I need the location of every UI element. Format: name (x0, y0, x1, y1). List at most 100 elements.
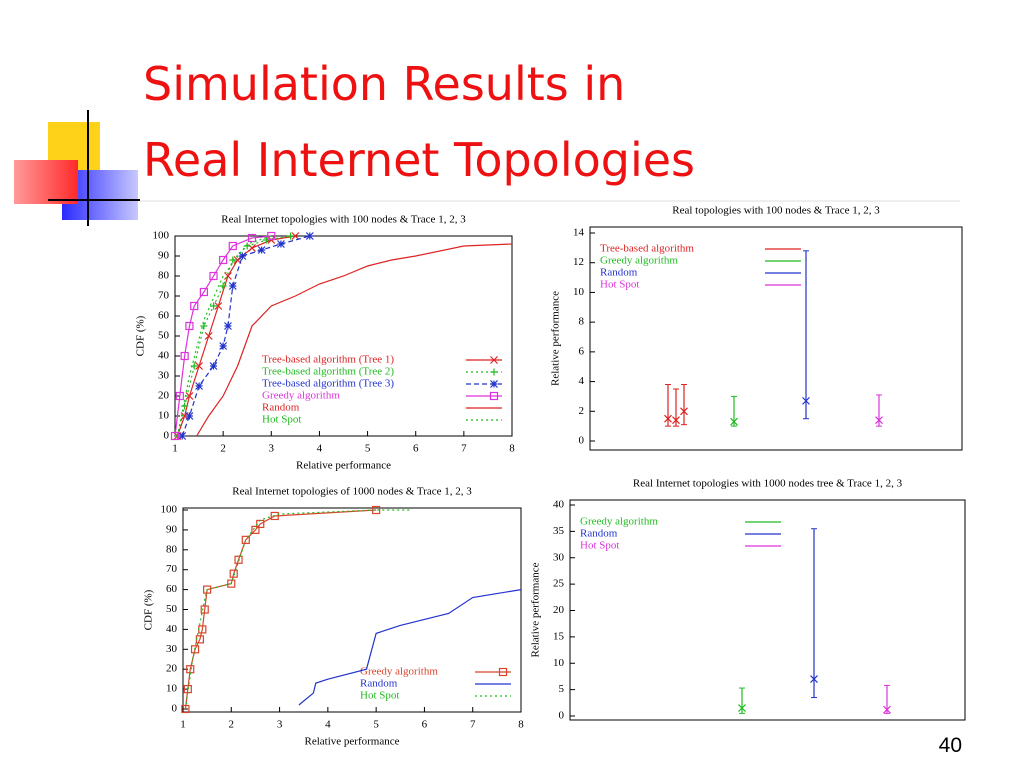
chart: Real Internet topologies with 1000 nodes… (530, 478, 966, 722)
legend-label: Greedy algorithm (262, 390, 340, 402)
plot-frame (589, 226, 963, 451)
y-tick-label: 10 (553, 657, 565, 669)
y-axis-label: CDF (%) (143, 589, 155, 630)
series-line (298, 589, 522, 706)
chart-title: Real Internet topologies with 100 nodes … (221, 214, 466, 226)
y-tick-label: 70 (158, 290, 170, 302)
y-tick-label: 30 (166, 643, 178, 655)
y-axis-label: Relative performance (550, 291, 562, 386)
y-tick-label: 15 (553, 630, 565, 642)
legend-label: Greedy algorithm (360, 666, 438, 678)
y-tick-label: 100 (161, 504, 178, 516)
chart-title: Real Internet topologies of 1000 nodes &… (232, 486, 472, 498)
series-line (176, 235, 291, 437)
marker (210, 302, 218, 310)
marker (224, 322, 232, 330)
marker (219, 282, 227, 290)
x-tick-label: 7 (461, 443, 467, 455)
y-tick-label: 2 (579, 405, 585, 417)
x-tick-label: 4 (325, 719, 331, 731)
series-line (196, 243, 513, 437)
marker (195, 362, 203, 370)
marker (209, 362, 218, 370)
marker (490, 368, 498, 376)
marker (185, 321, 194, 331)
marker (185, 392, 194, 400)
marker (498, 667, 508, 677)
chart: Real topologies with 100 nodes & Trace 1… (550, 205, 963, 451)
y-tick-label: 90 (166, 523, 178, 535)
marker (875, 416, 883, 425)
y-tick-label: 4 (579, 375, 585, 387)
x-axis-label: Relative performance (296, 460, 391, 472)
marker (490, 356, 498, 364)
marker (219, 255, 228, 265)
marker (199, 287, 208, 297)
marker (251, 525, 260, 535)
marker (257, 246, 266, 254)
y-tick-label: 25 (553, 578, 565, 590)
marker (270, 511, 279, 521)
marker (247, 233, 257, 243)
marker (489, 391, 499, 401)
marker (243, 242, 251, 250)
series-line (174, 235, 272, 437)
legend-label: Tree-based algorithm (Tree 1) (262, 354, 394, 366)
x-tick-label: 1 (180, 719, 186, 731)
marker (181, 402, 189, 410)
series-line (176, 235, 272, 437)
x-tick-label: 6 (413, 443, 419, 455)
marker (228, 241, 237, 251)
y-tick-label: 10 (573, 286, 585, 298)
y-tick-label: 0 (172, 703, 178, 715)
y-axis-label: CDF (%) (135, 315, 147, 356)
marker (190, 645, 200, 654)
marker (200, 322, 208, 330)
x-tick-label: 8 (518, 719, 524, 731)
x-tick-label: 5 (373, 719, 379, 731)
legend-label: Hot Spot (580, 540, 619, 552)
marker (229, 569, 238, 578)
slide-title: Real Internet Topologies (143, 133, 695, 187)
legend-label: Hot Spot (600, 279, 639, 291)
marker (229, 256, 237, 264)
marker (490, 380, 498, 388)
y-tick-label: 80 (158, 270, 170, 282)
slide-title: Simulation Results in (143, 57, 625, 111)
y-tick-label: 30 (158, 370, 170, 382)
marker (227, 579, 236, 588)
y-tick-label: 90 (158, 250, 170, 262)
marker (241, 535, 250, 544)
y-tick-label: 10 (166, 683, 178, 695)
marker (195, 382, 203, 390)
y-tick-label: 8 (579, 316, 585, 328)
chart: Real Internet topologies of 1000 nodes &… (143, 486, 525, 748)
x-tick-label: 2 (220, 443, 226, 455)
y-tick-label: 60 (166, 583, 178, 595)
x-tick-label: 5 (365, 443, 371, 455)
marker (810, 675, 818, 683)
y-tick-label: 40 (158, 350, 170, 362)
x-tick-label: 3 (269, 443, 275, 455)
legend-label: Tree-based algorithm (Tree 2) (262, 366, 394, 378)
legend-label: Hot Spot (262, 414, 301, 426)
y-tick-label: 20 (158, 390, 170, 402)
x-tick-label: 4 (317, 443, 323, 455)
y-tick-label: 35 (553, 525, 565, 537)
legend-label: Random (600, 267, 638, 279)
plot-frame (174, 235, 513, 437)
marker (228, 282, 237, 290)
y-tick-label: 12 (573, 256, 584, 268)
marker (883, 705, 891, 714)
y-tick-label: 100 (153, 230, 170, 242)
y-axis-label: Relative performance (530, 562, 542, 657)
marker (200, 605, 209, 614)
y-tick-label: 60 (158, 310, 170, 322)
marker (738, 704, 746, 713)
legend-label: Tree-based algorithm (600, 243, 694, 255)
y-tick-label: 40 (553, 499, 565, 511)
decoration (14, 110, 960, 226)
marker (730, 417, 738, 426)
plot-frame (569, 499, 966, 721)
y-tick-label: 70 (166, 563, 178, 575)
